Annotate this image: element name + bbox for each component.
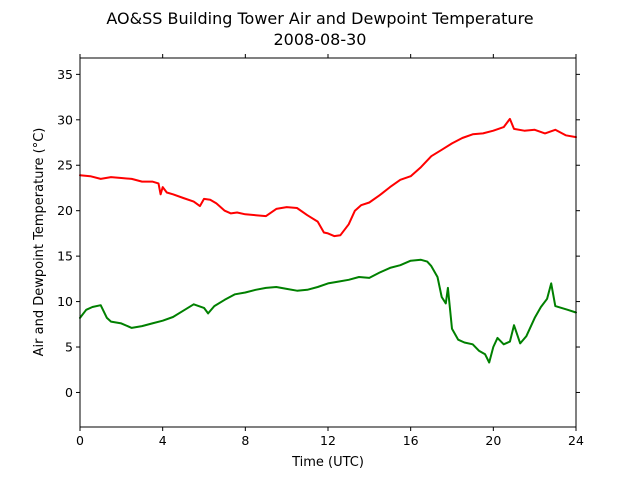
y-tick-label: 0 [65, 385, 73, 400]
ticks-layer: 0 4 8 12 16 20 24 0 5 10 15 20 25 30 35 [57, 54, 584, 448]
y-tick-label: 35 [57, 67, 73, 82]
series-line-1 [79, 117, 577, 238]
x-tick-label: 0 [76, 433, 84, 448]
chart-title: AO&SS Building Tower Air and Dewpoint Te… [106, 9, 533, 28]
y-tick-label: 30 [57, 112, 73, 127]
chart-subtitle: 2008-08-30 [274, 30, 367, 49]
x-axis-label: Time (UTC) [291, 455, 364, 470]
x-tick-label: 8 [241, 433, 249, 448]
series-layer [79, 117, 577, 364]
x-tick-label: 16 [403, 433, 419, 448]
series-line-2 [79, 258, 577, 364]
x-tick-label: 12 [320, 433, 336, 448]
y-tick-label: 15 [57, 249, 73, 264]
x-tick-label: 24 [568, 433, 584, 448]
y-axis-label: Air and Dewpoint Temperature (°C) [32, 128, 47, 357]
y-tick-label: 5 [65, 340, 73, 355]
x-tick-label: 4 [159, 433, 167, 448]
plot-frame [79, 57, 577, 428]
x-tick-label: 20 [485, 433, 501, 448]
y-tick-label: 20 [57, 203, 73, 218]
y-tick-label: 10 [57, 294, 73, 309]
y-tick-label: 25 [57, 158, 73, 173]
